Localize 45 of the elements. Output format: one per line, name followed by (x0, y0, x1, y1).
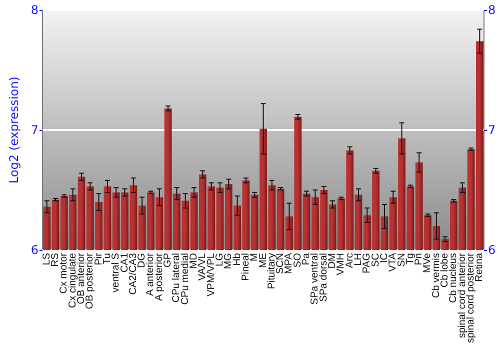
x-tick-label: MVe (422, 252, 434, 274)
x-tick-label: Pir (93, 252, 104, 266)
x-tick-label: CA1 (119, 252, 130, 272)
x-tick-label: ventral S (110, 252, 122, 292)
x-tick-label: LS (41, 252, 52, 266)
x-tick-label: LH (352, 253, 364, 266)
x-tick-label: VMH (336, 253, 347, 276)
x-tick-label: PAG (362, 252, 373, 274)
x-tick-label: Cb nucleus (448, 253, 460, 304)
x-tick-label: Retina (474, 252, 486, 282)
x-tick-label: Pineal (240, 253, 252, 281)
x-tick-label: MPA (284, 252, 295, 274)
y2-tick-label: 7 (488, 123, 496, 137)
x-tick-label: VPM/VPL (206, 252, 217, 296)
x-tick-label: CA2/CA3 (128, 252, 139, 295)
y2-tick-label: 8 (488, 3, 496, 17)
x-tick-label: Hb (232, 252, 243, 266)
y-axis-title: Log2 (expression) (7, 76, 21, 184)
x-tick-label: spinal cord anterior (456, 252, 468, 338)
x-tick-label: Arc (344, 253, 356, 268)
x-tick-label: spinal cord posterior (466, 252, 477, 344)
x-tick-label: IC (378, 253, 390, 263)
x-tick-label: M (249, 253, 260, 262)
x-tick-label: A posterior (154, 252, 165, 301)
x-tick-label: OB posterior (84, 252, 96, 310)
x-tick-label: RS (50, 252, 62, 267)
x-tick-label: Cb vermis (430, 253, 442, 298)
x-tick-label: SPa dorsal (318, 253, 330, 302)
x-tick-label: SN (396, 253, 408, 267)
x-tick-label: A anterior (145, 252, 156, 296)
x-tick-label: VTA (388, 252, 399, 272)
x-tick-label: Tg (404, 253, 416, 265)
y-tick-label: 7 (30, 123, 39, 137)
x-tick-label: LG (214, 252, 226, 266)
y2-tick-label: 6 (488, 243, 496, 257)
x-tick-label: CPu medial (180, 253, 191, 305)
x-tick-label: SO (292, 252, 304, 268)
x-tick-label: SC (370, 253, 382, 267)
x-tick-label: Tu (102, 253, 113, 264)
x-tick-label: Pituitary (266, 253, 278, 290)
x-tick-label: OB anterior (76, 252, 87, 304)
y-tick-label: 6 (30, 243, 39, 257)
y-tick-label: 8 (30, 3, 39, 17)
x-tick-label: ME (258, 252, 269, 268)
x-tick-label: Cx cingulate (67, 252, 78, 308)
